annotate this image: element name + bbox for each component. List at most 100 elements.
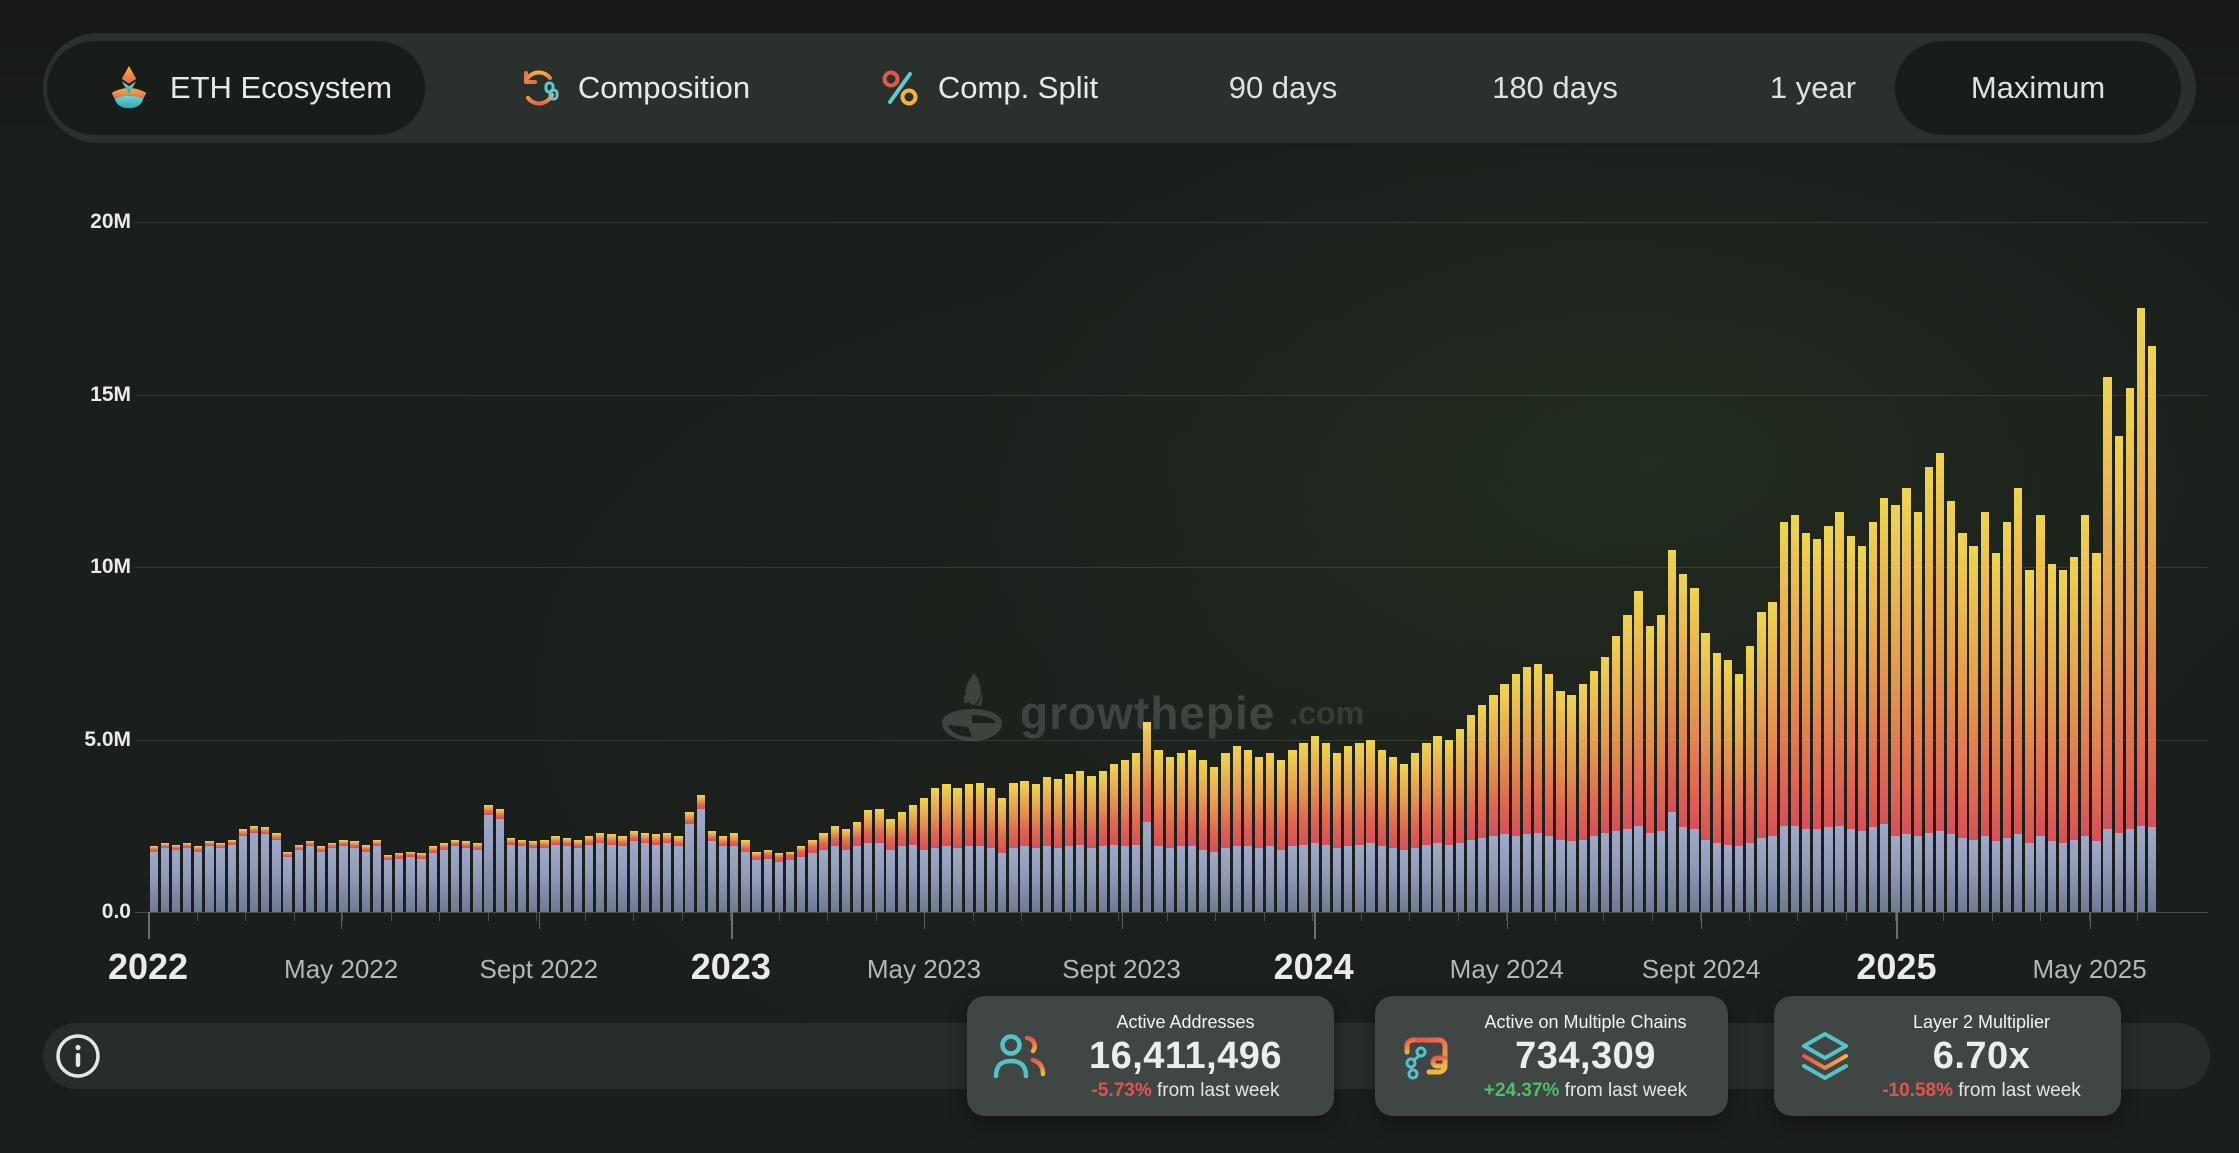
bar-week[interactable] (1913, 511, 1922, 912)
bar-week[interactable] (1042, 777, 1051, 912)
bar-week[interactable] (1500, 684, 1509, 912)
bar-week[interactable] (1813, 539, 1822, 912)
range-1-year[interactable]: 1 year (1725, 41, 1901, 135)
bar-week[interactable] (1612, 636, 1621, 912)
bar-week[interactable] (618, 836, 627, 912)
bar-week[interactable] (1433, 736, 1442, 912)
bar-week[interactable] (1623, 615, 1632, 912)
bar-week[interactable] (1221, 753, 1230, 912)
bar-week[interactable] (529, 841, 538, 912)
bar-week[interactable] (1712, 653, 1721, 912)
bar-week[interactable] (1455, 729, 1465, 912)
bar-week[interactable] (1824, 525, 1833, 912)
bar-week[interactable] (931, 787, 940, 912)
bar-week[interactable] (685, 811, 694, 912)
bar-week[interactable] (1511, 673, 1520, 912)
bar-week[interactable] (1522, 667, 1532, 912)
bar-week[interactable] (886, 818, 895, 912)
bar-week[interactable] (1277, 760, 1286, 912)
bar-week[interactable] (439, 843, 449, 912)
bar-week[interactable] (1299, 742, 1308, 912)
bar-week[interactable] (182, 843, 192, 912)
bar-week[interactable] (819, 832, 828, 912)
bar-week[interactable] (484, 805, 493, 912)
bar-week[interactable] (1902, 487, 1911, 912)
bar-week[interactable] (1243, 749, 1252, 912)
bar-week[interactable] (1154, 749, 1163, 912)
bar-week[interactable] (1768, 601, 1777, 912)
bar-week[interactable] (1679, 573, 1688, 912)
bar-week[interactable] (1958, 532, 1967, 912)
bar-week[interactable] (2025, 570, 2034, 912)
bar-week[interactable] (2092, 553, 2101, 912)
bar-week[interactable] (1880, 498, 1889, 912)
tab-composition[interactable]: Composition (483, 41, 783, 135)
bar-week[interactable] (752, 851, 761, 912)
bar-week[interactable] (1846, 535, 1855, 912)
bar-week[interactable] (2125, 387, 2134, 912)
bar-week[interactable] (2047, 563, 2056, 912)
bar-week[interactable] (272, 832, 281, 912)
bar-week[interactable] (328, 843, 337, 912)
bar-week[interactable] (2148, 346, 2157, 912)
bar-week[interactable] (1545, 673, 1554, 912)
bar-week[interactable] (1087, 775, 1096, 912)
bar-week[interactable] (830, 825, 839, 912)
bar-week[interactable] (808, 839, 817, 912)
bar-week[interactable] (1645, 625, 1654, 912)
bar-week[interactable] (964, 784, 973, 912)
bar-week[interactable] (194, 846, 203, 912)
bar-week[interactable] (1478, 705, 1487, 912)
bar-week[interactable] (316, 846, 326, 912)
bar-week[interactable] (864, 810, 873, 912)
bar-week[interactable] (1723, 660, 1733, 912)
tab-comp-split[interactable]: Comp. Split (843, 41, 1133, 135)
bar-week[interactable] (573, 839, 583, 912)
bar-week[interactable] (1132, 753, 1141, 912)
bar-week[interactable] (1801, 532, 1811, 912)
bar-week[interactable] (1344, 746, 1353, 912)
bar-week[interactable] (1567, 694, 1576, 912)
bar-week[interactable] (584, 836, 594, 912)
bar-week[interactable] (1377, 749, 1386, 912)
bar-week[interactable] (1031, 784, 1040, 912)
bar-week[interactable] (171, 844, 181, 912)
bar-week[interactable] (305, 841, 315, 912)
bar-week[interactable] (1980, 511, 1989, 912)
bar-week[interactable] (651, 834, 661, 912)
bar-week[interactable] (908, 805, 918, 912)
bar-week[interactable] (596, 832, 605, 912)
bar-week[interactable] (1924, 466, 1934, 912)
bar-week[interactable] (1466, 715, 1476, 912)
bar-week[interactable] (986, 787, 996, 912)
bar-week[interactable] (1076, 770, 1085, 912)
bar-week[interactable] (1935, 453, 1945, 912)
bar-week[interactable] (406, 851, 415, 912)
bar-week[interactable] (1746, 646, 1755, 912)
bar-week[interactable] (1868, 522, 1878, 912)
bar-week[interactable] (551, 836, 560, 912)
bar-week[interactable] (1667, 549, 1677, 912)
bar-week[interactable] (227, 839, 236, 912)
bar-week[interactable] (1399, 763, 1409, 912)
bar-week[interactable] (1947, 501, 1956, 912)
bar-week[interactable] (1991, 553, 2001, 912)
bar-week[interactable] (629, 830, 638, 912)
bar-week[interactable] (1020, 780, 1029, 912)
bar-week[interactable] (1701, 632, 1710, 912)
bar-week[interactable] (1254, 756, 1264, 912)
bar-week[interactable] (2103, 377, 2112, 912)
bar-week[interactable] (975, 782, 984, 912)
bar-week[interactable] (1634, 591, 1643, 912)
bar-week[interactable] (540, 839, 549, 912)
bar-week[interactable] (919, 798, 929, 912)
bar-week[interactable] (1176, 753, 1185, 912)
bar-week[interactable] (1187, 749, 1197, 912)
bar-week[interactable] (953, 787, 962, 912)
bar-week[interactable] (763, 849, 772, 912)
bar-week[interactable] (361, 844, 370, 912)
bar-week[interactable] (640, 832, 650, 912)
bar-week[interactable] (1578, 684, 1587, 912)
bar-week[interactable] (450, 839, 460, 912)
bar-week[interactable] (1210, 767, 1219, 912)
